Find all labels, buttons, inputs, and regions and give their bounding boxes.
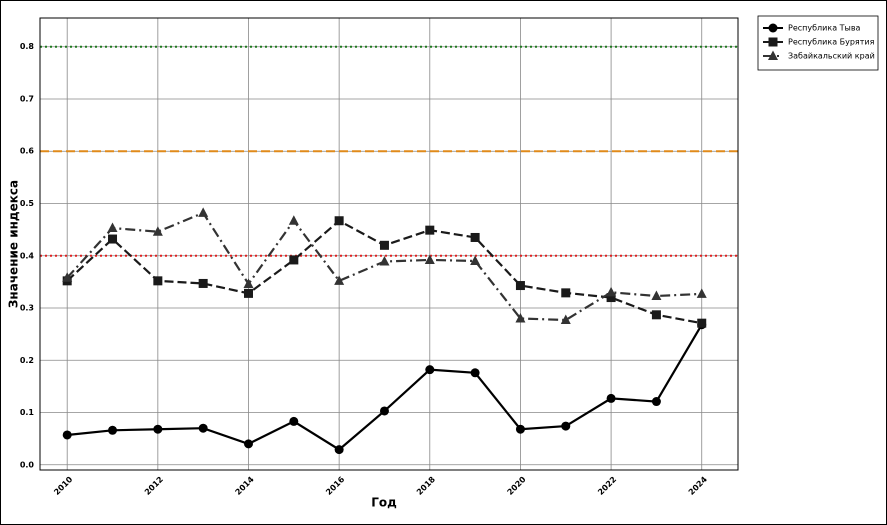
marker bbox=[515, 424, 525, 434]
legend-label: Республика Бурятия bbox=[788, 38, 875, 47]
marker bbox=[470, 232, 480, 242]
marker bbox=[289, 416, 299, 426]
y-tick-label: 0.7 bbox=[20, 94, 34, 103]
marker bbox=[334, 275, 345, 285]
marker bbox=[243, 439, 253, 449]
marker bbox=[153, 424, 163, 434]
legend-label: Забайкальский край bbox=[788, 52, 875, 61]
x-axis-label: Год bbox=[371, 496, 397, 510]
marker bbox=[651, 397, 661, 407]
marker bbox=[62, 272, 73, 282]
legend-label: Республика Тыва bbox=[788, 24, 861, 33]
marker bbox=[108, 234, 118, 244]
marker bbox=[334, 445, 344, 455]
y-axis-label: Значение индекса bbox=[7, 180, 21, 308]
marker bbox=[107, 222, 118, 233]
marker bbox=[108, 425, 118, 435]
marker bbox=[243, 278, 254, 288]
marker bbox=[198, 423, 208, 433]
y-tick-label: 0.1 bbox=[20, 408, 35, 417]
marker bbox=[425, 365, 435, 375]
y-tick-label: 0.6 bbox=[20, 147, 35, 156]
marker bbox=[768, 37, 778, 47]
marker bbox=[198, 207, 209, 217]
y-tick-label: 0.8 bbox=[20, 42, 35, 51]
marker bbox=[515, 281, 525, 291]
y-tick-label: 0.3 bbox=[20, 304, 34, 313]
marker bbox=[768, 50, 778, 60]
y-tick-label: 0.4 bbox=[20, 251, 35, 260]
marker bbox=[470, 368, 480, 378]
plot-border bbox=[39, 17, 739, 471]
marker bbox=[152, 226, 163, 236]
marker bbox=[561, 421, 571, 431]
marker bbox=[651, 290, 662, 300]
marker bbox=[424, 254, 435, 264]
marker bbox=[379, 256, 390, 266]
marker bbox=[697, 318, 707, 328]
marker bbox=[243, 288, 253, 298]
marker bbox=[651, 310, 661, 320]
marker bbox=[62, 430, 72, 440]
marker bbox=[334, 216, 344, 226]
marker bbox=[515, 312, 526, 323]
marker bbox=[289, 255, 299, 265]
marker bbox=[561, 288, 571, 298]
marker bbox=[379, 240, 389, 250]
marker bbox=[606, 293, 616, 303]
marker bbox=[470, 255, 481, 265]
marker bbox=[606, 286, 617, 297]
marker bbox=[153, 276, 163, 286]
y-tick-label: 0.2 bbox=[20, 356, 34, 365]
marker bbox=[696, 288, 707, 298]
marker bbox=[288, 215, 299, 225]
marker bbox=[379, 406, 389, 416]
marker bbox=[560, 314, 571, 325]
y-tick-label: 0.5 bbox=[20, 199, 35, 208]
y-tick-label: 0.0 bbox=[20, 460, 35, 469]
marker bbox=[425, 225, 435, 235]
marker bbox=[606, 393, 616, 403]
marker bbox=[768, 23, 778, 33]
marker bbox=[198, 278, 208, 288]
